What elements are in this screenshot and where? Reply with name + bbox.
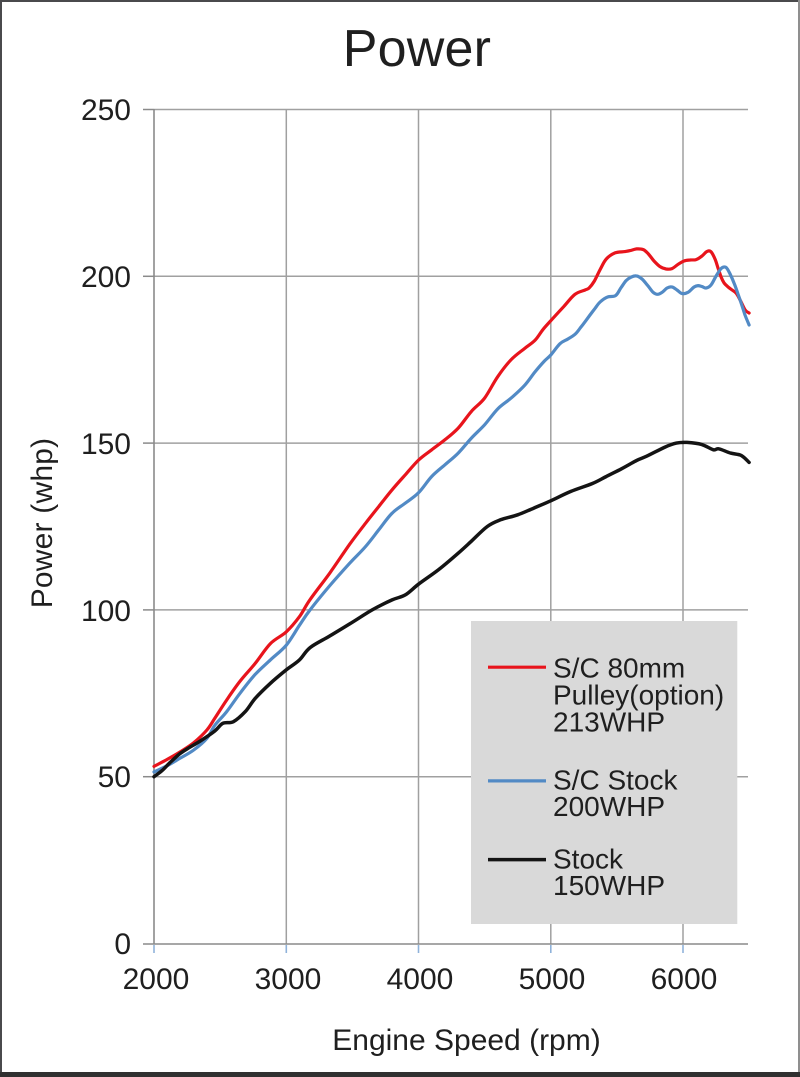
svg-text:150: 150 bbox=[81, 428, 131, 461]
svg-text:150WHP: 150WHP bbox=[553, 870, 665, 901]
svg-text:213WHP: 213WHP bbox=[553, 707, 665, 738]
svg-text:6000: 6000 bbox=[651, 963, 718, 996]
svg-text:100: 100 bbox=[81, 595, 131, 628]
svg-text:200: 200 bbox=[81, 261, 131, 294]
svg-text:S/C Stock: S/C Stock bbox=[553, 765, 678, 796]
svg-text:Stock: Stock bbox=[553, 844, 624, 875]
svg-text:Engine Speed (rpm): Engine Speed (rpm) bbox=[332, 1024, 600, 1057]
svg-text:0: 0 bbox=[114, 928, 131, 961]
svg-text:5000: 5000 bbox=[519, 963, 586, 996]
svg-text:250: 250 bbox=[81, 94, 131, 127]
svg-text:50: 50 bbox=[98, 761, 131, 794]
svg-text:Power (whp): Power (whp) bbox=[26, 438, 59, 609]
svg-text:3000: 3000 bbox=[255, 963, 322, 996]
svg-text:2000: 2000 bbox=[123, 963, 190, 996]
svg-text:4000: 4000 bbox=[387, 963, 454, 996]
svg-text:Power: Power bbox=[343, 20, 491, 78]
svg-text:Pulley(option): Pulley(option) bbox=[553, 680, 724, 711]
svg-text:S/C 80mm: S/C 80mm bbox=[553, 653, 685, 684]
svg-text:200WHP: 200WHP bbox=[553, 791, 665, 822]
